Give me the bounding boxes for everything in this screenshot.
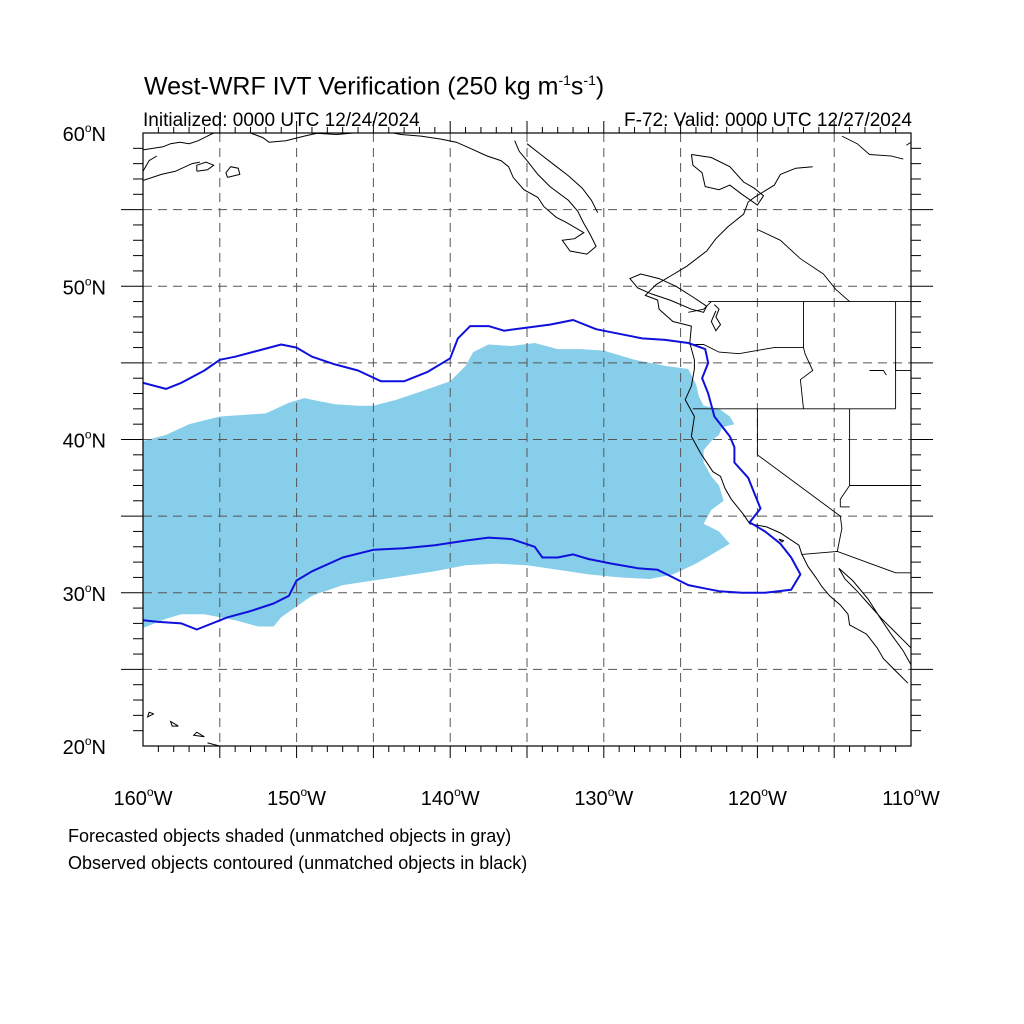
coastline	[169, 720, 179, 727]
initialized-label: Initialized: 0000 UTC 12/24/2024	[143, 110, 420, 131]
state-border	[839, 408, 851, 507]
coastline	[778, 538, 785, 543]
lat-label: 40oN	[63, 428, 106, 453]
caption-forecast: Forecasted objects shaded (unmatched obj…	[68, 826, 512, 846]
coastline	[311, 133, 597, 255]
coastline	[838, 567, 911, 666]
state-border	[756, 408, 843, 552]
title-exponent-2: -1	[583, 72, 596, 88]
coastline	[250, 133, 321, 143]
state-border	[757, 229, 850, 302]
lat-label: 30oN	[63, 581, 106, 606]
state-border	[869, 370, 887, 376]
coastline	[143, 133, 214, 151]
state-border	[688, 301, 712, 313]
lon-label: 150oW	[267, 785, 326, 810]
state-border	[692, 344, 804, 355]
state-border	[906, 141, 911, 146]
valid-time-label: F-72: Valid: 0000 UTC 12/27/2024	[624, 110, 912, 131]
coastline	[644, 166, 909, 684]
coastline	[629, 273, 708, 313]
lon-label: 140oW	[421, 785, 480, 810]
coastline	[143, 161, 200, 181]
state-border	[799, 301, 814, 409]
lon-label: 110oW	[882, 785, 940, 810]
coastline	[192, 731, 205, 738]
title-prefix: West-WRF IVT Verification (250 kg m	[144, 72, 559, 101]
state-border	[801, 550, 911, 574]
coastline	[146, 711, 155, 718]
coastline	[196, 161, 215, 172]
state-border	[841, 135, 904, 160]
lat-label: 60oN	[63, 121, 106, 146]
observed-ivt-contour	[143, 319, 802, 631]
lon-label: 130oW	[574, 785, 633, 810]
caption-observed: Observed objects contoured (unmatched ob…	[68, 853, 528, 873]
lon-label: 160oW	[114, 785, 173, 810]
title-middle: s	[570, 72, 584, 101]
coastline	[143, 155, 158, 172]
title-suffix: )	[595, 72, 605, 101]
title-exponent-1: -1	[558, 72, 571, 88]
coastline	[225, 166, 241, 178]
lat-label: 20oN	[63, 734, 106, 759]
lon-label: 120oW	[728, 785, 787, 810]
coastline	[207, 742, 221, 746]
coastline	[526, 143, 599, 213]
plot-title: West-WRF IVT Verification (250 kg m-1s-1…	[144, 72, 604, 101]
lat-label: 50oN	[63, 274, 106, 299]
coastline	[710, 304, 722, 332]
coastline	[690, 154, 765, 206]
forecast-ivt-object	[143, 343, 735, 628]
